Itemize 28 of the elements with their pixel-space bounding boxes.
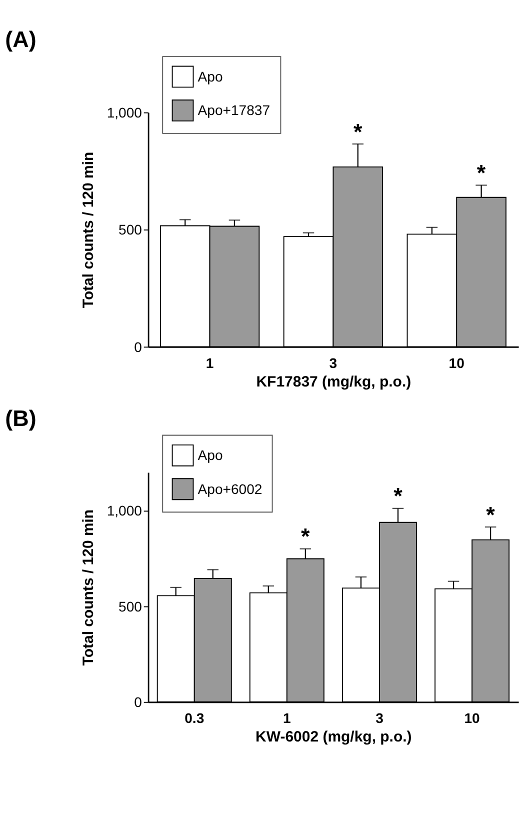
annotation: *	[476, 160, 486, 186]
y-tick-label: 1,000	[106, 104, 142, 120]
x-tick-label: 3	[329, 354, 338, 371]
legend-label: Apo	[198, 68, 223, 84]
x-axis-title: KW-6002 (mg/kg, p.o.)	[256, 728, 412, 746]
x-tick-label: 10	[464, 710, 480, 726]
y-axis-title: Total counts / 120 min	[80, 509, 97, 666]
x-tick-label: 10	[448, 354, 465, 371]
y-tick-label: 0	[134, 338, 142, 355]
x-tick-label: 3	[376, 710, 384, 726]
legend-label: Apo	[198, 447, 223, 464]
annotation: *	[394, 484, 403, 509]
chart-title: (A)	[5, 27, 36, 52]
x-tick-label: 1	[206, 354, 214, 371]
y-tick-label: 500	[118, 222, 142, 238]
legend-label: Apo+6002	[198, 480, 262, 497]
x-tick-label: 0.3	[184, 710, 204, 726]
x-tick-label: 1	[283, 710, 292, 726]
annotation: *	[301, 524, 310, 550]
y-tick-label: 500	[118, 598, 142, 614]
y-axis-title: Total counts / 120 min	[80, 152, 97, 308]
y-tick-label: 0	[134, 694, 142, 710]
y-tick-label: 1,000	[106, 502, 142, 519]
x-axis-title: KF17837 (mg/kg, p.o.)	[256, 374, 412, 390]
legend-label: Apo+17837	[198, 102, 270, 118]
chart-title: (B)	[5, 406, 36, 431]
annotation: *	[354, 119, 362, 144]
annotation: *	[486, 502, 496, 528]
